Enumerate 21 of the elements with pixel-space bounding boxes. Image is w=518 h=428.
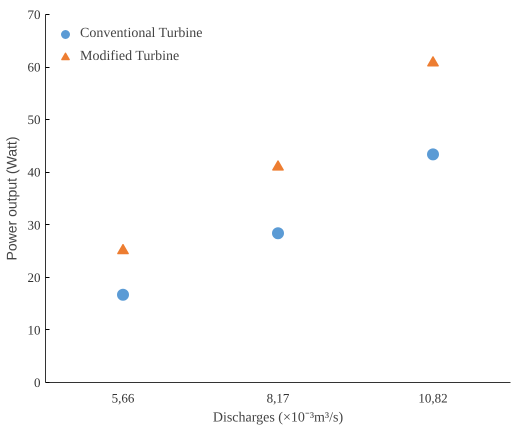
y-tick-label: 20 <box>28 270 40 285</box>
point <box>427 148 439 160</box>
point <box>117 244 129 254</box>
y-tick-label: 70 <box>28 7 40 22</box>
point <box>117 288 129 301</box>
y-tick-label: 0 <box>34 375 40 390</box>
y-tick-label: 40 <box>28 164 40 180</box>
y-tick-label: 50 <box>28 112 40 128</box>
legend-label: Modified Turbine <box>80 49 180 65</box>
point <box>427 56 439 67</box>
x-axis-title: Discharges (×10⁻³m³/s) <box>212 410 344 426</box>
y-tick-label: 10 <box>28 322 40 338</box>
y-tick-label: 30 <box>28 217 40 232</box>
legend-label: Conventional Turbine <box>80 26 203 42</box>
x-tick-label: 5,66 <box>112 390 135 406</box>
y-axis-title: Power output (Watt) <box>4 136 20 260</box>
point <box>272 227 284 240</box>
x-tick-label: 10,82 <box>418 390 448 406</box>
point <box>272 160 284 171</box>
y-tick-label: 60 <box>28 60 40 75</box>
x-tick-label: 8,17 <box>266 390 290 406</box>
